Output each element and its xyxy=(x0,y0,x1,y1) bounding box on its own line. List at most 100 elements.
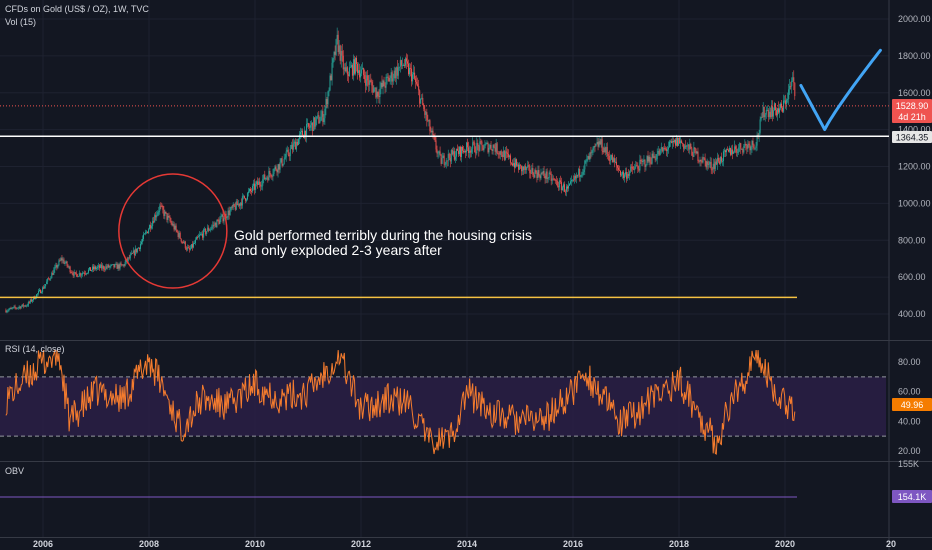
candle-body xyxy=(156,214,158,218)
candle-body xyxy=(404,58,406,66)
candle-body xyxy=(387,76,389,78)
candle-body xyxy=(730,147,732,155)
candle-body xyxy=(180,238,182,242)
candle-body xyxy=(518,164,520,170)
candle-body xyxy=(503,150,505,160)
candle-body xyxy=(672,141,674,143)
candle-body xyxy=(328,90,330,92)
candle-body xyxy=(93,266,95,270)
candle-body xyxy=(789,85,791,90)
candle-body xyxy=(594,145,596,147)
price-tick-label: 400.00 xyxy=(898,309,926,319)
candle-body xyxy=(7,310,9,312)
candle-body xyxy=(341,50,343,56)
candle-body xyxy=(432,130,434,136)
candle-body xyxy=(161,205,163,207)
candle-body xyxy=(222,214,224,222)
candle-body xyxy=(261,185,263,187)
candle-body xyxy=(437,152,439,154)
candle-body xyxy=(582,172,584,175)
candle-body xyxy=(704,158,706,161)
candle-body xyxy=(686,145,688,147)
candle-body xyxy=(251,191,253,192)
candle-body xyxy=(523,166,525,170)
candle-body xyxy=(611,154,613,163)
candle-body xyxy=(239,202,241,206)
candle-body xyxy=(532,168,534,175)
candle-body xyxy=(336,34,338,40)
candle-body xyxy=(232,204,234,208)
candle-body xyxy=(334,51,336,55)
candle-body xyxy=(536,172,538,179)
candle-body xyxy=(291,144,293,150)
rsi-tick-label: 40.00 xyxy=(898,416,921,426)
candle-body xyxy=(245,199,247,201)
candle-body xyxy=(778,108,780,113)
candle-body xyxy=(234,206,236,210)
candle-body xyxy=(242,195,244,197)
candle-body xyxy=(313,117,315,132)
candle-body xyxy=(231,206,233,208)
candle-body xyxy=(727,149,729,151)
candle-body xyxy=(390,72,392,79)
candle-body xyxy=(299,131,301,135)
candle-body xyxy=(793,77,795,83)
time-tick-label: 2016 xyxy=(563,539,583,549)
price-tick-label: 1800.00 xyxy=(898,51,931,61)
candle-body xyxy=(706,161,708,168)
candle-body xyxy=(121,264,123,266)
candle-body xyxy=(790,85,792,87)
candle-body xyxy=(150,225,152,229)
candle-body xyxy=(40,289,42,294)
candle-body xyxy=(668,141,670,148)
candle-body xyxy=(482,145,484,151)
candle-body xyxy=(389,78,391,82)
candle-body xyxy=(165,211,167,214)
candle-body xyxy=(45,284,47,287)
candle-body xyxy=(65,261,67,264)
candle-body xyxy=(148,229,150,234)
candle-body xyxy=(50,278,52,280)
candle-body xyxy=(531,168,533,174)
candle-body xyxy=(41,292,43,294)
candle-body xyxy=(407,63,409,75)
candle-body xyxy=(286,149,288,152)
candle-body xyxy=(223,218,225,222)
candle-body xyxy=(152,221,154,227)
candle-body xyxy=(28,301,30,303)
candle-body xyxy=(383,80,385,87)
time-tick-label: 2018 xyxy=(669,539,689,549)
candle-body xyxy=(310,125,312,128)
candle-body xyxy=(131,253,133,255)
candle-body xyxy=(598,141,600,147)
candle-body xyxy=(284,157,286,160)
projection-path[interactable] xyxy=(799,48,882,132)
candle-body xyxy=(195,237,197,240)
candle-body xyxy=(658,150,660,155)
candle-body xyxy=(326,98,328,105)
candle-body xyxy=(770,106,772,118)
candle-body xyxy=(424,108,426,115)
candle-body xyxy=(431,130,433,133)
candle-body xyxy=(74,272,76,273)
candle-body xyxy=(332,58,334,63)
candle-body xyxy=(206,231,208,234)
candle-body xyxy=(78,273,80,277)
candle-body xyxy=(316,116,318,120)
candle-body xyxy=(254,183,256,190)
candle-body xyxy=(782,107,784,112)
candle-body xyxy=(524,166,526,170)
housing-crisis-circle[interactable] xyxy=(118,173,228,289)
candle-body xyxy=(219,218,221,224)
candle-body xyxy=(237,203,239,206)
candle-body xyxy=(318,115,320,124)
candle-body xyxy=(203,229,205,238)
candle-body xyxy=(540,172,542,179)
candle-body xyxy=(517,164,519,166)
candle-body xyxy=(489,144,491,148)
candle-body xyxy=(400,60,402,66)
candle-body xyxy=(625,172,627,175)
candle-body xyxy=(391,72,393,82)
candle-body xyxy=(753,144,755,148)
